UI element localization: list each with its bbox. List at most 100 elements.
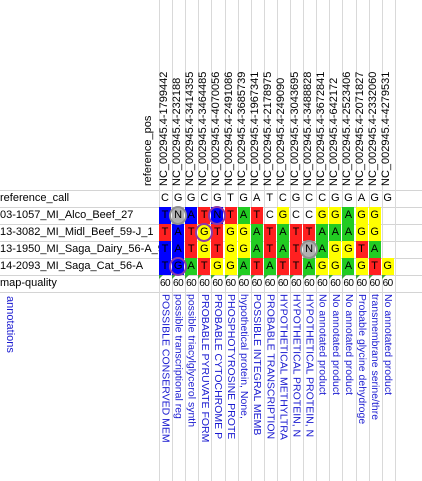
genotype-call-cell: G [198,241,210,258]
reference-call-cell: C [316,190,328,207]
genotype-call-cell: G [225,258,237,275]
genotype-call-cell: A [277,241,289,258]
genotype-call-cell: C [290,207,302,224]
annotation-text: possible transcriptional reg [173,294,185,481]
quality-flag-icon [303,275,307,279]
position-header-label: NC_002945.4-3043695 [289,72,302,186]
genotype-call-cell: T [356,241,368,258]
genotype-call-cell: T [159,258,171,275]
genotype-call-cell: G [198,224,210,241]
position-header-label: NC_002945.4-3685739 [236,72,249,186]
reference-call-cell: T [264,190,276,207]
annotation-text: HYPOTHETICAL PROTEIN, N [291,294,303,481]
quality-flag-icon [198,275,202,279]
quality-flag-icon [225,275,229,279]
genotype-call-cell: A [316,241,328,258]
annotation-text: No annotated product [317,294,329,481]
annotation-text: POSSIBLE CONSERVED MEM [160,294,172,481]
genotype-call-cell [382,224,394,241]
position-header-label: NC_002945.4-1967341 [249,72,262,186]
reference-call-cell: T [225,190,237,207]
genotype-call-cell: T [290,241,302,258]
quality-flag-icon [264,275,268,279]
genotype-call-cell: G [329,258,341,275]
genotype-call-cell: G [238,241,250,258]
quality-flag-icon [251,275,255,279]
quality-flag-icon [329,275,333,279]
annotation-text: No annotated product [343,294,355,481]
genotype-call-cell: N [303,241,315,258]
position-header-label: NC_002945.4-232188 [171,78,184,186]
annotation-text: HYPOTHETICAL PROTEIN, N [304,294,316,481]
position-header-label: NC_002945.4-2332060 [367,72,380,186]
reference-pos-label: reference_pos [142,116,155,186]
sample-label: 14-2093_MI_Saga_Cat_56-A [0,258,159,275]
genotype-call-cell: T [264,224,276,241]
quality-flag-icon [159,275,163,279]
reference-call-cell: C [277,190,289,207]
annotation-text: HYPOTHETICAL METHYLTRA [277,294,289,481]
annotation-text: hypothetical protein, None, [238,294,250,481]
map-quality-label: map-quality [0,275,159,292]
quality-flag-icon [172,275,176,279]
genotype-call-cell: G [356,258,368,275]
position-header-label: NC_002945.4-1799442 [158,72,171,186]
annotations-label: annotations [4,296,16,353]
genotype-call-cell: A [329,224,341,241]
reference-call-cell: A [356,190,368,207]
reference-call-cell: C [198,190,210,207]
position-header-label: NC_002945.4-3414355 [184,72,197,186]
genotype-call-cell: T [369,258,381,275]
position-header-label: NC_002945.4-3464485 [197,72,210,186]
genotype-call-cell: A [316,224,328,241]
position-header-label: NC_002945.4-3488828 [302,72,315,186]
reference-call-cell: A [251,190,263,207]
genotype-call-cell: T [159,207,171,224]
reference-call-cell: G [172,190,184,207]
genotype-call-cell: A [185,207,197,224]
genotype-call-cell [382,241,394,258]
quality-flag-icon [277,275,281,279]
genotype-call-cell: A [303,258,315,275]
genotype-call-cell: C [264,207,276,224]
quality-flag-icon [382,275,386,279]
position-header-label: NC_002945.4-642172 [328,78,341,186]
quality-flag-icon [290,275,294,279]
genotype-call-cell: G [238,224,250,241]
genotype-call-cell: T [198,207,210,224]
genotype-call-cell: T [159,241,171,258]
position-header-label: NC_002945.4-4070056 [210,72,223,186]
genotype-call-cell: A [185,258,197,275]
quality-flag-icon [185,275,189,279]
genotype-call-cell: G [316,258,328,275]
quality-flag-icon [342,275,346,279]
reference-call-cell: G [382,190,394,207]
position-header-cell: NC_002945.4-4279531 [382,0,395,186]
genotype-call-cell: G [316,207,328,224]
annotation-text: possible triacylglycerol synth [186,294,198,481]
annotation-text: POSSIBLE INTEGRAL MEMB [251,294,263,481]
genotype-call-cell: T [251,258,263,275]
genotype-call-cell: G [382,258,394,275]
quality-flag-icon [211,275,215,279]
position-header-label: NC_002945.4-2491086 [223,72,236,186]
genotype-call-cell: T [251,207,263,224]
position-header-label: NC_002945.4-249090 [275,78,288,186]
genotype-call-cell: T [185,241,197,258]
genotype-call-cell: G [172,258,184,275]
genotype-call-cell: T [303,224,315,241]
genotype-call-cell: C [303,207,315,224]
genotype-call-cell: A [342,207,354,224]
position-header-label: NC_002945.4-2071827 [354,72,367,186]
annotation-text: transmembrane serine/thre [369,294,381,481]
genotype-call-cell: T [211,241,223,258]
quality-flag-icon [369,275,373,279]
sample-label: 13-3082_MI_Midl_Beef_59-J_1 [0,224,159,241]
genotype-call-cell: G [277,207,289,224]
genotype-call-cell: T [185,224,197,241]
genotype-call-cell: G [356,207,368,224]
annotation-text: PROBABLE TRANSCRIPTION [264,294,276,481]
genotype-call-cell: A [172,241,184,258]
reference-call-label: reference_call [0,190,159,207]
